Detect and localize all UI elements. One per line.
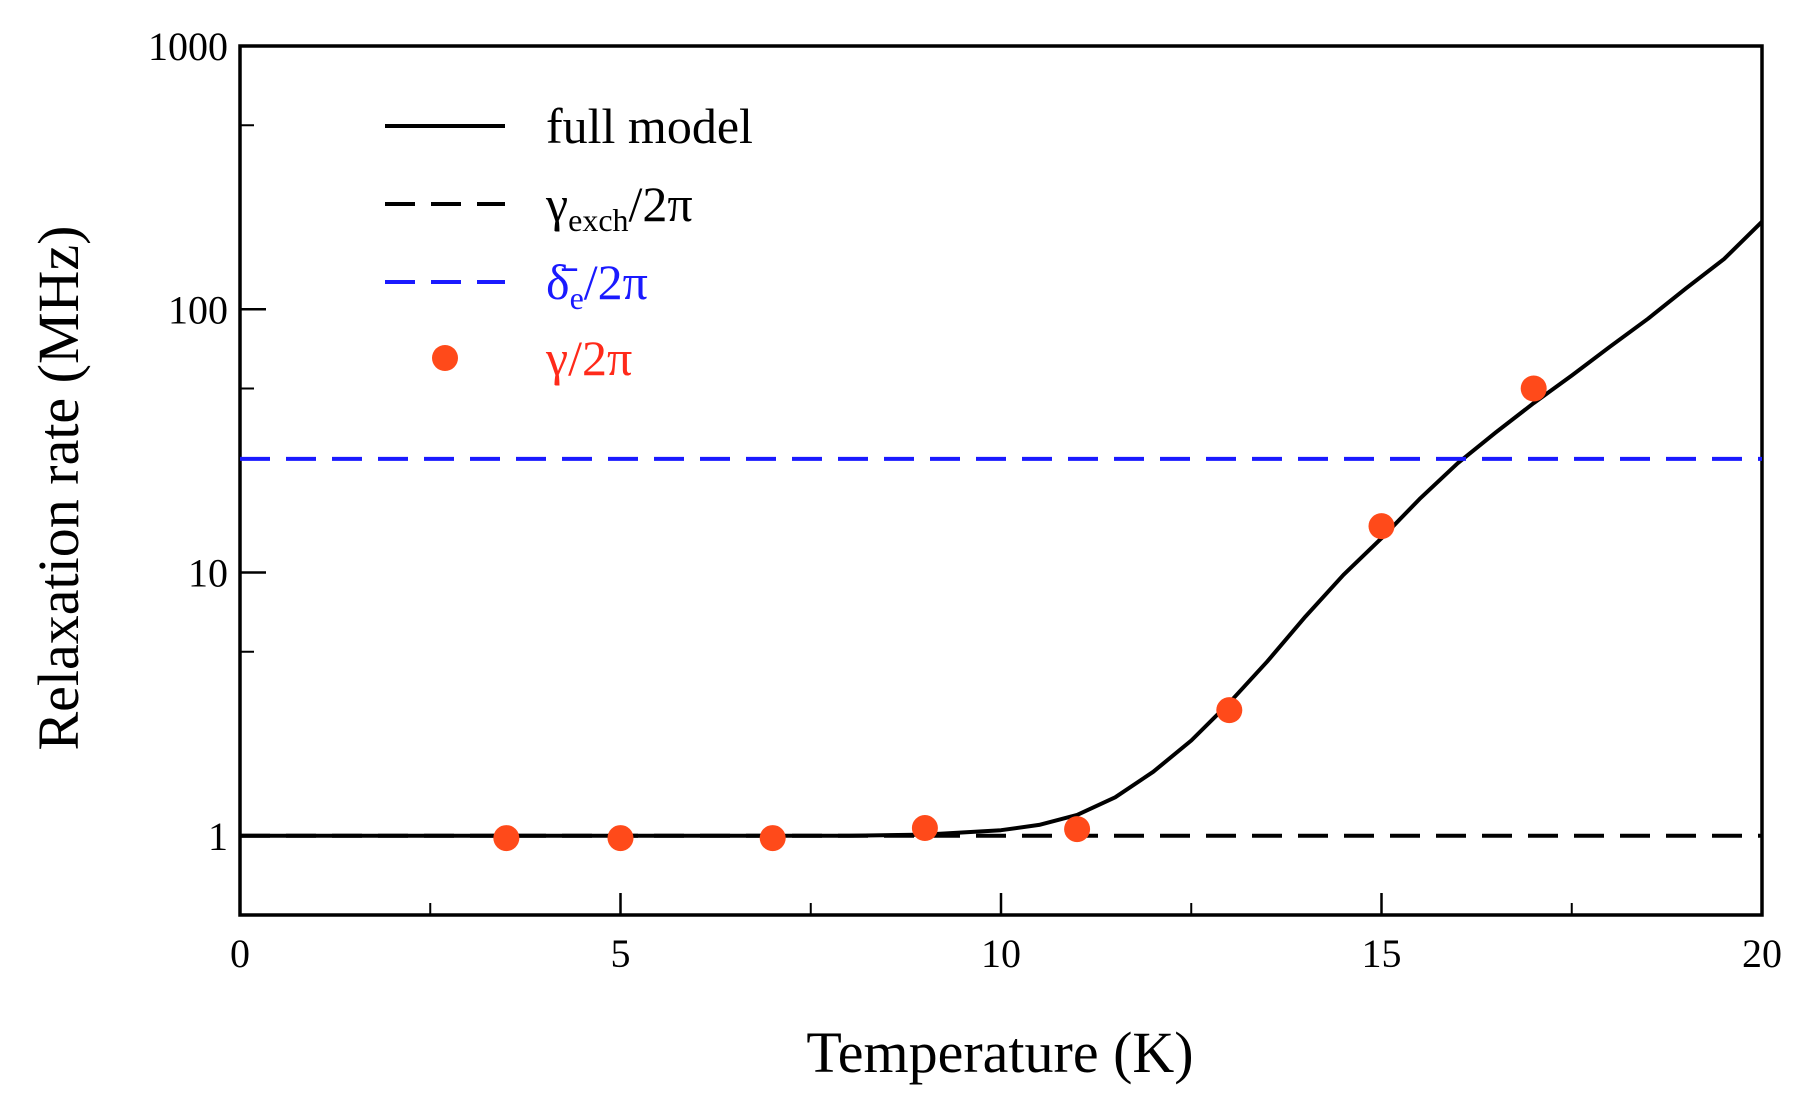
x-tick-label: 10: [981, 931, 1021, 976]
data-point-gamma: [759, 825, 786, 852]
legend-label-gamma_exch: γexch/2π: [545, 176, 693, 238]
y-tick-label: 100: [168, 287, 228, 332]
ticks-layer: 0 5 10 15 20 1 10 100 1000: [148, 24, 1782, 976]
data-point-gamma: [1064, 816, 1091, 843]
plot-area: [238, 44, 1764, 917]
x-tick-label: 5: [611, 931, 631, 976]
plot-frame: [238, 44, 1764, 917]
x-tick-label: 20: [1742, 931, 1782, 976]
legend-label-delta_e: δ̄e/2π: [546, 254, 648, 316]
data-point-gamma: [607, 825, 634, 852]
y-tick-label: 1000: [148, 24, 228, 69]
y-tick-label: 10: [188, 551, 228, 596]
data-point-gamma: [493, 825, 520, 852]
x-axis-title: Temperature (K): [806, 1020, 1193, 1085]
legend-label-full model: full model: [546, 98, 753, 154]
legend-label-gamma: γ/2π: [545, 330, 632, 386]
series-line-full model: [240, 220, 1762, 838]
y-axis-title: Relaxation rate (MHz): [26, 225, 91, 750]
legend-marker-gamma: [432, 345, 458, 371]
data-point-gamma: [1520, 375, 1547, 402]
y-tick-label: 1: [208, 814, 228, 859]
data-point-gamma: [911, 815, 938, 842]
x-tick-label: 0: [230, 931, 250, 976]
data-point-gamma: [1216, 697, 1243, 724]
x-tick-label: 15: [1362, 931, 1402, 976]
data-point-gamma: [1368, 513, 1395, 540]
series-layer: [240, 220, 1762, 852]
legend: full model γexch/2π δ̄e/2π γ/2π: [385, 98, 753, 386]
